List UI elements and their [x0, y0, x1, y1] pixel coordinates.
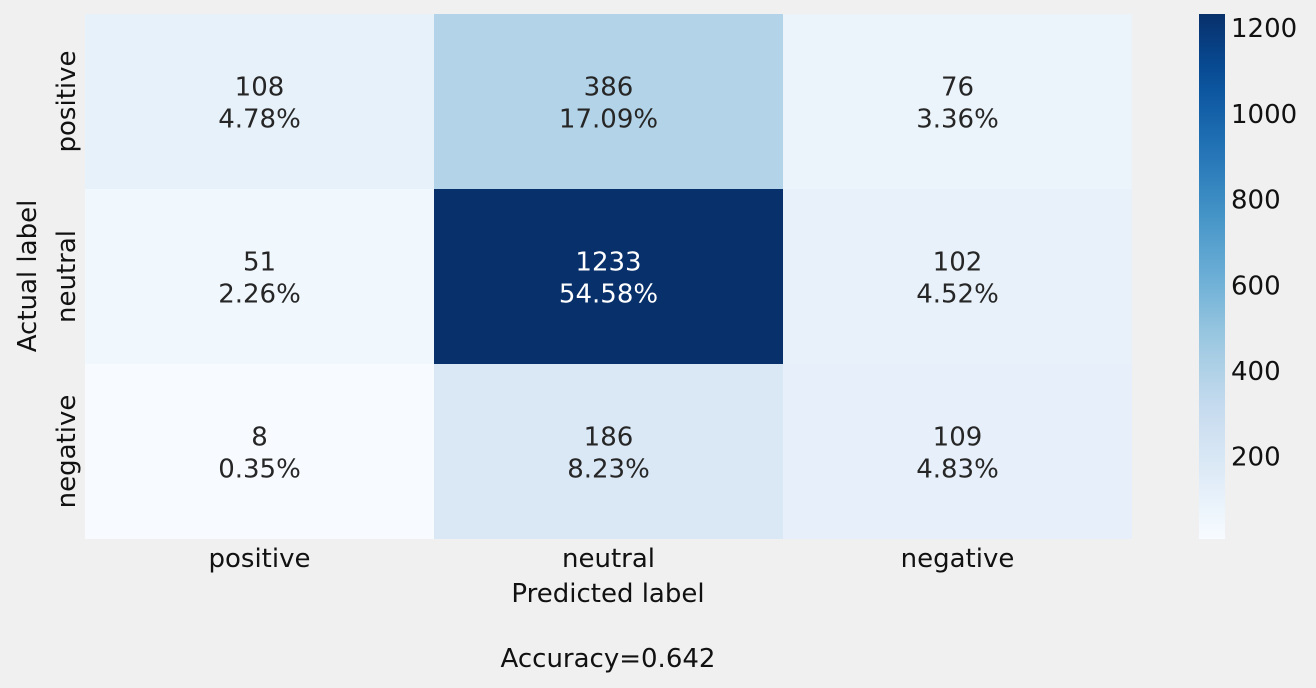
cell-count-label: 386 [584, 73, 634, 103]
colorbar: 200 400 600 800 1000 1200 [1199, 14, 1297, 539]
cell-percent-label: 3.36% [916, 105, 999, 135]
cell-percent-label: 4.83% [916, 455, 999, 485]
colorbar-tick-label: 600 [1231, 271, 1281, 301]
x-tick-label: neutral [562, 544, 655, 574]
cell-count-label: 51 [243, 248, 276, 278]
y-tick-label: negative [52, 395, 82, 509]
heatmap-cell [434, 14, 783, 189]
heatmap-cell [434, 364, 783, 539]
colorbar-tick-label: 1000 [1231, 100, 1297, 130]
tick-labels: positive neutral negative positive neutral ne… [52, 51, 1014, 574]
cell-percent-label: 54.58% [559, 280, 658, 310]
y-tick-label: positive [52, 51, 82, 153]
x-tick-label: positive [209, 544, 311, 574]
heatmap-cell [783, 14, 1132, 189]
heatmap-cell [85, 364, 434, 539]
accuracy-footer: Accuracy=0.642 [501, 644, 716, 674]
heatmap-cell [85, 189, 434, 364]
x-axis-label: Predicted label [511, 579, 704, 609]
y-tick-label: neutral [52, 230, 82, 323]
cell-percent-label: 4.78% [218, 105, 301, 135]
cell-count-label: 102 [933, 248, 983, 278]
cell-percent-label: 2.26% [218, 280, 301, 310]
cell-count-label: 108 [235, 73, 285, 103]
x-tick-label: negative [901, 544, 1015, 574]
heatmap-cell [783, 364, 1132, 539]
colorbar-tick-label: 400 [1231, 357, 1281, 387]
heatmap-cell [434, 189, 783, 364]
cell-count-label: 76 [941, 73, 974, 103]
cell-percent-label: 4.52% [916, 280, 999, 310]
colorbar-tick-label: 1200 [1231, 14, 1297, 44]
cell-percent-label: 17.09% [559, 105, 658, 135]
colorbar-tick-label: 800 [1231, 186, 1281, 216]
colorbar-tick-label: 200 [1231, 443, 1281, 473]
y-axis-label: Actual label [13, 200, 43, 353]
cell-count-label: 1233 [575, 248, 641, 278]
cell-percent-label: 8.23% [567, 455, 650, 485]
cell-count-label: 186 [584, 423, 634, 453]
heatmap-cell [85, 14, 434, 189]
cell-count-label: 109 [933, 423, 983, 453]
cell-count-label: 8 [251, 423, 268, 453]
cell-percent-label: 0.35% [218, 455, 301, 485]
colorbar-gradient [1199, 14, 1225, 539]
heatmap-cell [783, 189, 1132, 364]
